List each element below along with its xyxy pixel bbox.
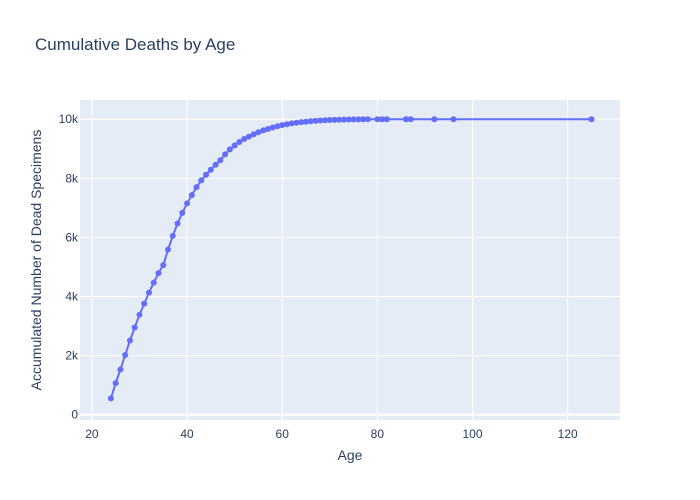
x-tick-label: 80	[371, 427, 385, 441]
data-point	[188, 192, 195, 199]
data-point	[145, 289, 152, 296]
data-point	[150, 279, 157, 286]
data-point	[126, 337, 133, 344]
data-point	[222, 151, 229, 158]
data-point	[283, 121, 290, 128]
data-point	[402, 116, 409, 123]
data-point	[165, 246, 172, 253]
data-point	[131, 324, 138, 331]
data-point	[174, 220, 181, 227]
data-point	[298, 119, 305, 126]
data-point	[326, 117, 333, 124]
data-point	[212, 161, 219, 168]
data-point	[193, 184, 200, 191]
data-point	[336, 116, 343, 123]
x-tick-label: 40	[180, 427, 194, 441]
data-point	[136, 311, 143, 318]
y-tick-label: 0	[71, 408, 78, 422]
x-axis-ticks: 20 40 60 80 100 120	[85, 427, 578, 441]
y-tick-label: 8k	[65, 171, 79, 185]
y-tick-label: 6k	[65, 230, 79, 244]
data-point	[184, 200, 191, 207]
data-point	[236, 138, 243, 145]
data-point	[122, 351, 129, 358]
data-point	[169, 232, 176, 239]
chart-title: Cumulative Deaths by Age	[35, 35, 235, 54]
data-point	[179, 209, 186, 216]
data-point	[274, 123, 281, 130]
data-point	[217, 157, 224, 164]
data-point	[293, 119, 300, 126]
data-point	[407, 116, 414, 123]
x-axis-title: Age	[338, 447, 363, 463]
data-point	[198, 177, 205, 184]
y-axis-title: Accumulated Number of Dead Specimens	[28, 130, 44, 391]
x-tick-label: 20	[85, 427, 99, 441]
x-tick-label: 100	[462, 427, 482, 441]
data-point	[312, 117, 319, 124]
data-point	[302, 118, 309, 125]
data-point	[350, 116, 357, 123]
data-point	[203, 171, 210, 178]
data-point	[355, 116, 362, 123]
y-tick-label: 4k	[65, 289, 79, 303]
data-point	[345, 116, 352, 123]
x-tick-label: 120	[558, 427, 578, 441]
data-point	[331, 116, 338, 123]
data-point	[231, 142, 238, 149]
data-point	[374, 116, 381, 123]
gridlines	[80, 100, 620, 420]
data-point	[360, 116, 367, 123]
data-point	[288, 120, 295, 127]
data-point	[112, 380, 119, 387]
data-point	[279, 122, 286, 129]
data-point	[364, 116, 371, 123]
data-point	[226, 146, 233, 153]
data-point	[255, 129, 262, 136]
data-point	[241, 136, 248, 143]
data-point	[383, 116, 390, 123]
data-point	[450, 116, 457, 123]
data-point	[250, 131, 257, 138]
y-tick-label: 2k	[65, 349, 79, 363]
y-axis-ticks: 0 2k 4k 6k 8k 10k	[59, 112, 79, 421]
series-layer	[107, 116, 595, 402]
data-point	[260, 127, 267, 134]
data-point	[307, 118, 314, 125]
data-point	[264, 125, 271, 132]
x-tick-label: 60	[276, 427, 290, 441]
data-point	[245, 133, 252, 140]
data-point	[431, 116, 438, 123]
data-point	[341, 116, 348, 123]
data-point	[141, 300, 148, 307]
data-point	[317, 117, 324, 124]
data-point	[588, 116, 595, 123]
data-point	[207, 166, 214, 173]
data-point	[107, 395, 114, 402]
data-point	[269, 124, 276, 131]
data-point	[117, 366, 124, 373]
data-point	[379, 116, 386, 123]
data-point	[155, 270, 162, 277]
data-point	[322, 117, 329, 124]
data-point	[160, 262, 167, 269]
y-tick-label: 10k	[59, 112, 79, 126]
plot-area	[80, 100, 620, 420]
